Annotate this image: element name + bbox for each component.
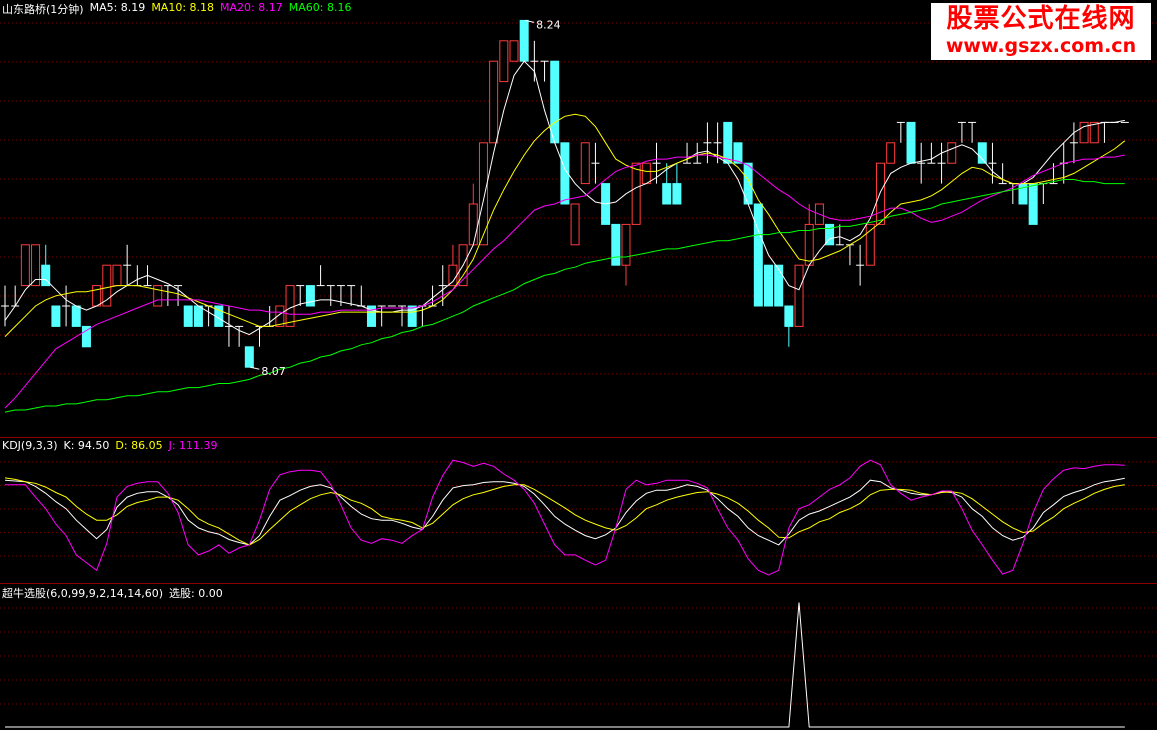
candle-body — [570, 203, 580, 246]
series-line — [4, 477, 1125, 546]
candle-body — [478, 142, 488, 246]
candle-body — [112, 264, 122, 287]
candle-body — [153, 285, 163, 307]
candle-body — [1089, 121, 1099, 144]
candle-body — [641, 162, 651, 185]
annotation-label: 8.24 — [536, 18, 561, 31]
candle-body — [448, 264, 458, 287]
candle-body — [774, 264, 784, 307]
candle-body — [193, 305, 203, 327]
candle-body — [468, 203, 478, 246]
candle-body — [71, 305, 81, 327]
panel-title: 超牛选股(6,0,99,9,2,14,14,60) — [2, 587, 164, 600]
candle-body — [407, 305, 417, 327]
series-line — [5, 459, 1125, 576]
candle-body — [1028, 183, 1038, 225]
candle-body — [499, 40, 509, 83]
candle-body — [906, 121, 916, 164]
candle-body — [1079, 121, 1089, 144]
watermark-title: 股票公式在线网 — [946, 4, 1136, 34]
candle-body — [519, 19, 529, 62]
series-line — [4, 113, 1126, 337]
series-line — [5, 602, 1125, 728]
panel-title: 山东路桥(1分钟) — [2, 3, 84, 16]
legend-entry: MA20: 8.17 — [220, 1, 283, 14]
candle-body — [977, 142, 987, 164]
candle-body — [183, 305, 193, 327]
candle-body — [550, 60, 560, 144]
candle-body — [784, 305, 794, 327]
series-line — [4, 60, 1125, 336]
series-line — [4, 179, 1125, 413]
legend-entry: 选股: 0.00 — [169, 587, 223, 600]
candle-body — [580, 142, 590, 185]
watermark-url: www.gszx.com.cn — [945, 35, 1137, 57]
candle-body — [366, 305, 376, 327]
header: 山东路桥(1分钟) MA5: 8.19 MA10: 8.18 MA20: 8.17 MA… — [2, 1, 351, 17]
series-line — [4, 154, 1125, 409]
candle-body — [825, 223, 835, 246]
header: KDJ(9,3,3) K: 94.50 D: 86.05 J: 111.39 — [2, 439, 218, 452]
candle-body — [509, 40, 519, 62]
panel-title: KDJ(9,3,3) — [2, 439, 58, 452]
annotation-leader — [525, 19, 535, 23]
candle-body — [886, 142, 896, 164]
candle-body — [764, 264, 773, 307]
candle-body — [41, 264, 51, 287]
candle-body — [560, 142, 570, 205]
candle-body — [611, 223, 621, 266]
candle-body — [672, 183, 682, 205]
candle-body — [753, 203, 763, 307]
candle-body — [102, 264, 112, 307]
header: 超牛选股(6,0,99,9,2,14,14,60) 选股: 0.00 — [2, 585, 223, 601]
candle-body — [20, 244, 30, 287]
annotation-label: 8.07 — [261, 365, 286, 378]
candle-body — [947, 142, 957, 164]
candle-body — [51, 305, 61, 327]
candle-body — [621, 223, 631, 266]
series-line — [4, 477, 1125, 546]
legend-entry: MA5: 8.19 — [89, 1, 146, 14]
candle-body — [81, 325, 91, 348]
candle-body — [875, 162, 885, 225]
candle-body — [305, 285, 315, 307]
candle-body — [31, 244, 41, 287]
legend-entry: MA60: 8.16 — [288, 1, 352, 14]
candle-body — [275, 305, 285, 327]
legend-entry: D: 86.05 — [115, 439, 163, 452]
annotation-leader — [250, 366, 260, 370]
candle-body — [631, 162, 641, 225]
candle-body — [865, 223, 875, 266]
legend-entry: J: 111.39 — [168, 439, 218, 452]
candle-body — [723, 121, 733, 164]
candle-body — [733, 142, 743, 164]
candle-body — [244, 346, 254, 368]
legend-entry: MA10: 8.18 — [151, 1, 215, 14]
legend-entry: K: 94.50 — [63, 439, 110, 452]
watermark: 股票公式在线网 www.gszx.com.cn — [931, 3, 1151, 60]
candle-body — [489, 60, 499, 144]
candle-body — [662, 183, 672, 205]
candle-body — [794, 264, 804, 327]
candle-body — [285, 285, 295, 327]
